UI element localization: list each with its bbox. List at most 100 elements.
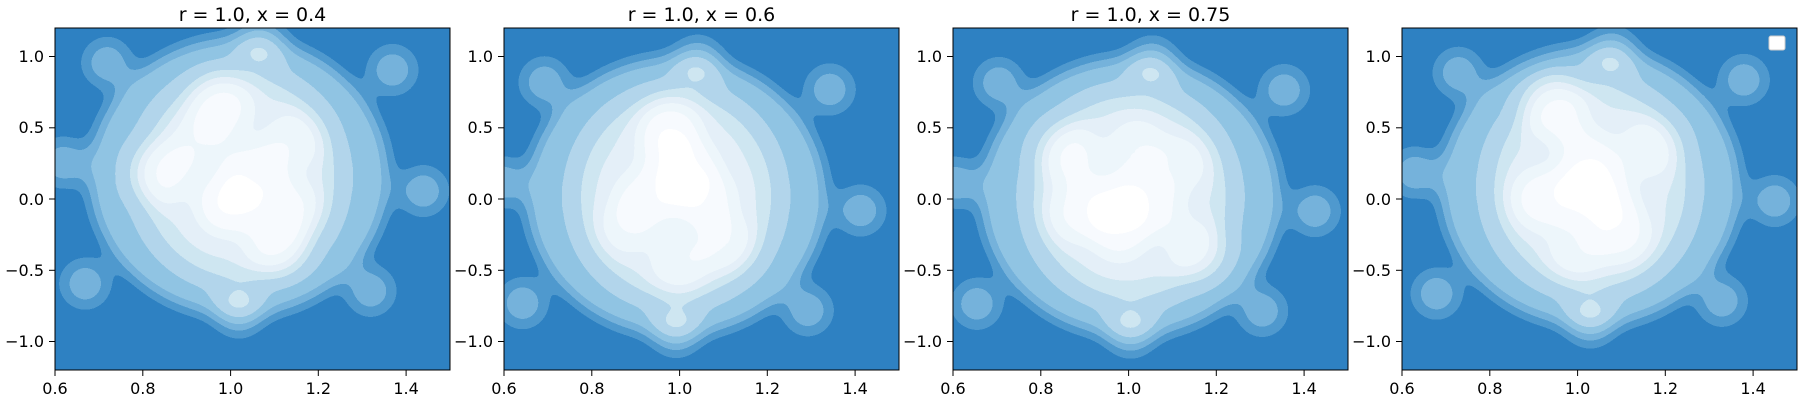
density-lobe [1588,28,1637,76]
panel-2: r = 1.0, x = 0.6 0.6 0.8 1.0 1.2 1.4 −1.… [454,4,900,398]
density-peak [650,234,709,293]
y-tick-label: −0.5 [903,261,942,280]
density-lobe [953,158,979,207]
x-tick-label: 1.4 [1291,379,1316,398]
density-layer [504,28,899,370]
y-tick-label: −1.0 [1352,332,1391,351]
density-lobe [236,28,285,66]
density-lobe [61,259,110,308]
density-peak [1548,219,1607,278]
x-tick-label: 0.8 [1028,379,1053,398]
density-field [953,28,1348,370]
y-tick-label: 0.5 [19,118,44,137]
density-lobe [83,38,132,87]
density-peak [650,162,710,222]
density-peak [243,210,306,273]
x-tick-label: 0.8 [130,379,155,398]
density-lobe [346,266,395,315]
x-tick-label: 1.4 [393,379,418,398]
x-tick-label: 1.0 [1565,379,1590,398]
density-peak [1045,183,1106,244]
density-lobe [1719,55,1768,104]
density-field [55,28,450,370]
panel-1: r = 1.0, x = 0.4 0.6 0.8 1.0 1.2 1.4 −1.… [5,4,451,398]
x-tick-label: 1.0 [667,379,692,398]
x-tick-label: 1.2 [755,379,780,398]
density-lobe [1434,48,1483,97]
y-tick-label: 1.0 [917,47,942,66]
x-axis: 0.6 0.8 1.0 1.2 1.4 [491,370,868,398]
density-peak [693,212,753,272]
density-lobe [1238,286,1287,335]
density-peak [201,169,261,229]
density-field [504,28,899,370]
y-tick-label: 1.0 [1366,47,1391,66]
density-peak [1524,79,1588,143]
density-lobe [1566,298,1615,347]
density-peak [598,199,655,256]
density-lobe [214,288,263,337]
density-lobe [1106,308,1155,357]
y-tick-label: 0.5 [1366,118,1391,137]
x-tick-label: 1.2 [1204,379,1229,398]
density-lobe [368,45,417,94]
x-axis: 0.6 0.8 1.0 1.2 1.4 [1389,370,1766,398]
y-axis: −1.0 −0.5 0.0 0.5 1.0 [903,47,953,351]
x-tick-label: 0.6 [940,379,965,398]
x-tick-label: 0.6 [42,379,67,398]
x-tick-label: 0.8 [1477,379,1502,398]
density-lobe [836,186,885,235]
x-tick-label: 1.0 [1116,379,1141,398]
x-tick-label: 0.8 [579,379,604,398]
density-lobe [783,286,832,335]
density-lobe [805,65,854,114]
density-lobe [674,36,723,85]
y-tick-label: −0.5 [5,261,44,280]
x-tick-label: 1.0 [218,379,243,398]
density-lobe [1128,37,1177,86]
density-peak [263,113,321,171]
density-lobe [953,279,1001,328]
density-lobe [974,58,1023,107]
density-field [1402,28,1797,370]
panel-4: 0.6 0.8 1.0 1.2 1.4 −1.0 −0.5 0.0 0.5 1.… [1352,27,1798,398]
density-lobe [1402,148,1439,197]
density-peak [171,113,229,171]
y-tick-label: 0.0 [19,190,44,209]
density-peak [1618,120,1677,179]
density-lobe [1290,187,1339,236]
empty-legend-box [1768,35,1786,51]
x-tick-label: 1.2 [1653,379,1678,398]
y-axis: −1.0 −0.5 0.0 0.5 1.0 [1352,47,1402,351]
density-peak [1041,125,1102,187]
density-lobe [504,279,547,328]
density-lobe [1412,269,1461,318]
density-lobe [1260,66,1309,115]
x-axis: 0.6 0.8 1.0 1.2 1.4 [940,370,1317,398]
x-tick-label: 0.6 [491,379,516,398]
panel-3: r = 1.0, x = 0.75 0.6 0.8 1.0 1.2 1.4 −1… [903,4,1349,398]
y-axis: −1.0 −0.5 0.0 0.5 1.0 [454,47,504,351]
density-peak [1107,119,1167,179]
y-axis: −1.0 −0.5 0.0 0.5 1.0 [5,47,55,351]
panel-title: r = 1.0, x = 0.75 [1071,4,1231,26]
x-tick-label: 1.2 [306,379,331,398]
density-lobe [399,167,448,216]
density-lobe [1697,276,1746,325]
density-lobe [652,307,701,356]
x-tick-label: 0.6 [1389,379,1414,398]
x-tick-label: 1.4 [1740,379,1765,398]
y-tick-label: 0.0 [917,190,942,209]
density-peak [1165,220,1223,278]
panel-title: r = 1.0, x = 0.6 [628,4,776,26]
density-lobe [520,58,569,107]
y-tick-label: 0.0 [1366,190,1391,209]
y-tick-label: 0.0 [468,190,493,209]
y-tick-label: −1.0 [454,332,493,351]
panel-title: r = 1.0, x = 0.4 [179,4,327,26]
density-layer [1402,28,1797,370]
density-lobe [504,158,525,206]
y-tick-label: 1.0 [19,47,44,66]
y-tick-label: −1.0 [5,332,44,351]
